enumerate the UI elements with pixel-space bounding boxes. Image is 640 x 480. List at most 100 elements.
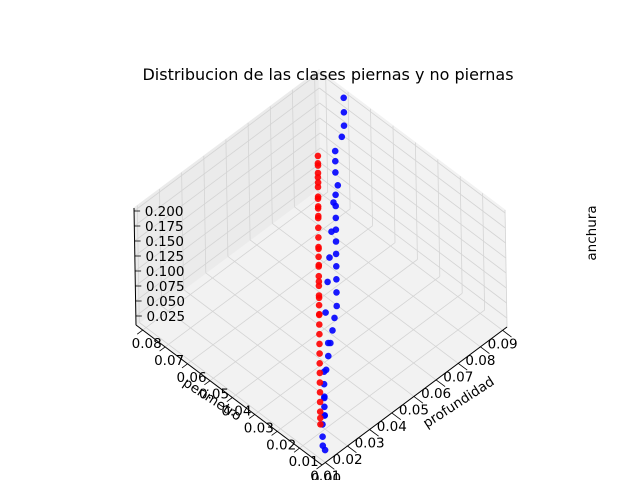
y-tick-mark <box>204 380 211 386</box>
data-point <box>316 321 323 328</box>
x-grid-wall <box>181 172 184 290</box>
y-grid-floor <box>276 292 463 432</box>
data-point <box>332 157 339 165</box>
data-point <box>314 179 322 186</box>
x-tick-mark <box>325 462 335 470</box>
data-point <box>330 199 337 206</box>
y-grid-wall <box>325 75 329 193</box>
y-grid-wall <box>392 125 396 243</box>
data-point <box>314 169 322 177</box>
data-point <box>316 398 324 406</box>
data-point <box>340 94 348 102</box>
data-point <box>314 193 322 200</box>
z-grid-left <box>135 147 321 287</box>
z-grid-right <box>319 132 507 274</box>
z-tick-label: 0.050 <box>146 294 185 310</box>
z-grid-left <box>133 72 320 212</box>
z-tick-label: 0.075 <box>146 279 185 295</box>
y-axis-line <box>135 324 323 466</box>
y-grid-wall <box>482 193 485 311</box>
z-grid-left <box>134 117 321 257</box>
data-point <box>315 234 322 241</box>
y-tick-label: 0.06 <box>176 370 206 386</box>
x-grid-floor <box>316 189 503 331</box>
data-point <box>328 228 335 235</box>
y-grid-floor <box>254 276 441 415</box>
x-grid-floor <box>249 239 437 381</box>
data-point <box>316 340 323 348</box>
z-tick-label: 0.025 <box>146 309 185 325</box>
y-axis-ticks: 0.000.010.020.030.040.050.060.070.08 <box>132 329 341 480</box>
x-axis-ticks: 0.010.020.030.040.050.060.070.080.09 <box>310 329 518 480</box>
z-grid-right <box>320 177 508 319</box>
z-axis-line <box>133 207 137 326</box>
data-point <box>331 147 339 155</box>
data-point <box>332 250 340 258</box>
x-axis-line <box>321 326 508 466</box>
x-tick-mark <box>391 412 402 421</box>
x-tick-mark <box>347 445 357 454</box>
z-tick-label: 0.100 <box>146 264 185 280</box>
data-point <box>315 253 322 261</box>
z-grid-left <box>134 87 320 227</box>
z-grid-right <box>318 72 506 214</box>
x-grid-wall <box>225 139 229 257</box>
z-axis-label: anchura <box>584 205 600 260</box>
y-tick-label: 0.07 <box>154 353 184 369</box>
data-point <box>334 182 342 189</box>
x-grid-wall <box>269 106 273 224</box>
data-point <box>315 294 323 302</box>
data-point <box>324 278 331 286</box>
data-points <box>314 94 348 454</box>
data-point <box>333 302 341 310</box>
y-tick-mark <box>226 397 233 403</box>
data-point <box>314 203 322 210</box>
y-grid-floor <box>164 208 351 348</box>
z-tick-label: 0.200 <box>145 204 184 220</box>
z-tick-label: 0.175 <box>145 219 184 235</box>
y-tick-label: 0.08 <box>132 336 162 352</box>
data-point <box>332 191 339 199</box>
data-point <box>316 369 324 377</box>
y-grid-wall <box>347 91 351 209</box>
data-point <box>325 352 332 360</box>
y-grid-floor <box>187 225 373 365</box>
data-point <box>315 224 322 232</box>
x-tick-label: 0.05 <box>399 402 429 418</box>
x-tick-mark <box>502 329 512 338</box>
y-grid-floor <box>299 309 485 449</box>
y-grid-floor <box>142 191 328 331</box>
z-grid-left <box>134 132 321 272</box>
z-grid-left <box>134 102 320 242</box>
axis-lines <box>133 207 508 466</box>
data-point <box>316 330 323 338</box>
data-point <box>315 301 323 309</box>
x-grid-wall <box>247 122 251 240</box>
x-tick-mark <box>413 396 424 404</box>
data-point <box>316 360 324 367</box>
y-grid-wall <box>415 142 418 260</box>
z-grid-left <box>135 162 321 302</box>
x-tick-label: 0.07 <box>443 369 473 385</box>
data-point <box>333 263 340 270</box>
data-point <box>340 109 348 116</box>
data-point <box>314 152 322 160</box>
data-point <box>322 309 329 316</box>
y-grid-floor <box>232 259 418 398</box>
data-point <box>331 314 338 322</box>
z-grid-right <box>320 147 507 289</box>
y-tick-mark <box>248 414 256 419</box>
data-point <box>340 122 348 129</box>
chart-title: Distribucion de las clases piernas y no … <box>142 65 513 84</box>
z-grid-right <box>319 117 507 259</box>
x-grid-floor <box>272 223 459 364</box>
data-point <box>319 433 326 441</box>
data-point <box>315 212 322 220</box>
x-tick-label: 0.06 <box>421 386 451 402</box>
x-grid-floor <box>161 305 348 447</box>
x-grid-floor <box>183 289 370 430</box>
y-grid-wall <box>437 159 441 277</box>
data-point <box>329 327 336 334</box>
data-point <box>315 245 322 253</box>
